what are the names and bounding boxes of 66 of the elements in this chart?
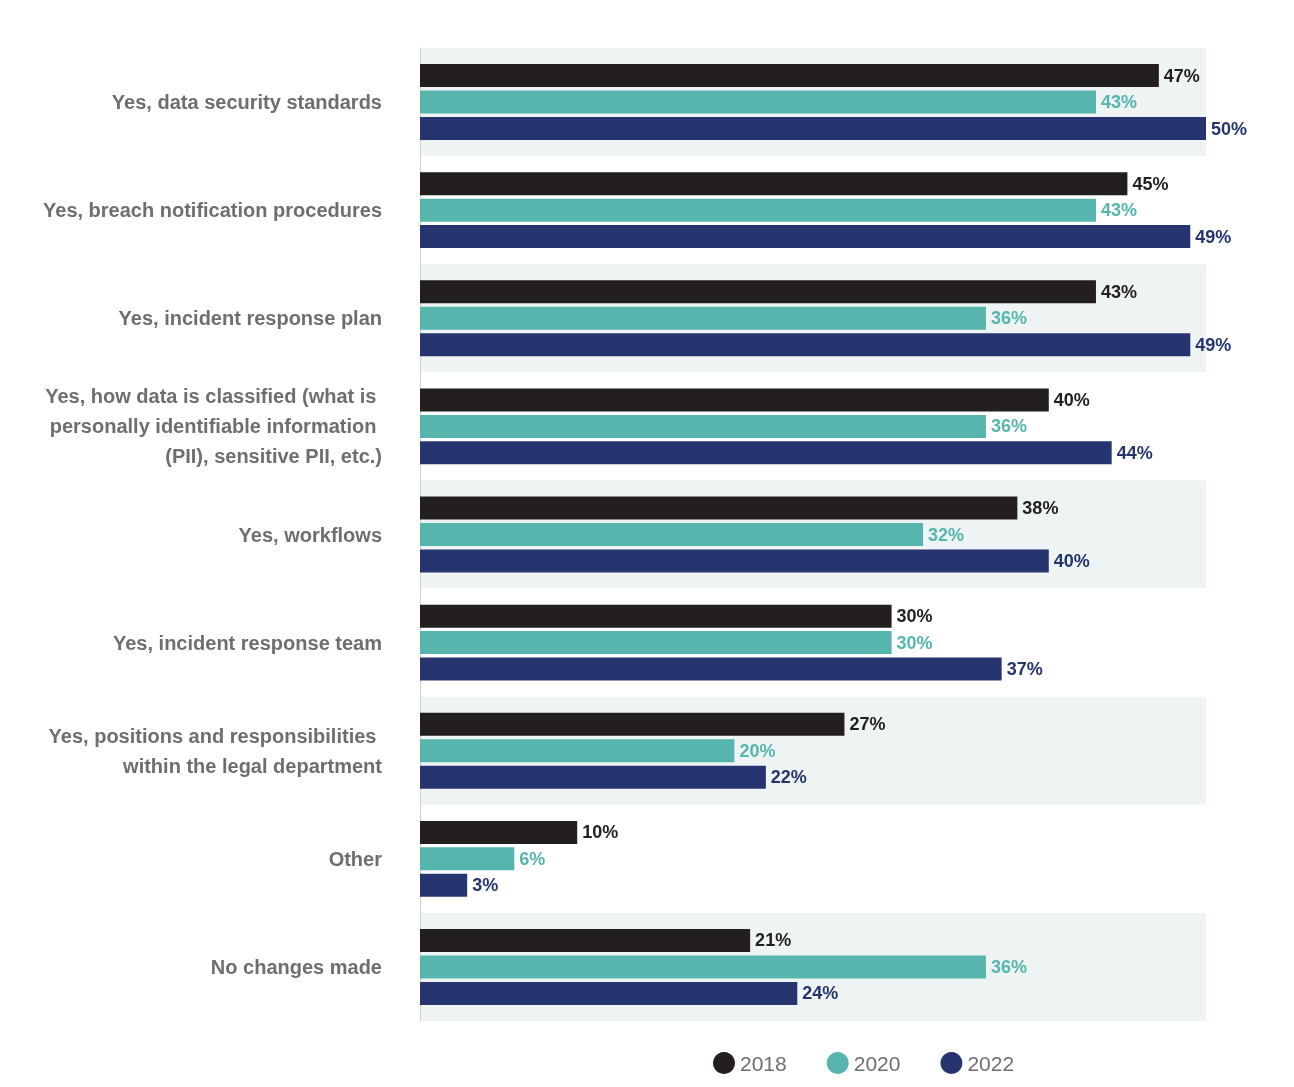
data-label: 36% [990, 956, 1027, 977]
bar [420, 631, 892, 655]
bar [420, 847, 515, 871]
data-label: 20% [739, 740, 776, 761]
bar [420, 955, 986, 979]
bar [420, 981, 798, 1005]
bar [420, 388, 1049, 412]
bar [420, 712, 845, 736]
data-label: 43% [1100, 281, 1137, 302]
bar [420, 765, 766, 789]
y-tick-label: Other [328, 847, 383, 870]
data-label: 30% [896, 632, 933, 653]
bar [420, 604, 892, 628]
data-label: 27% [849, 714, 886, 735]
data-label: 24% [802, 983, 839, 1004]
bar [420, 90, 1096, 114]
y-tick-label: Yes, how data is classified (what is personally identifiable information (PII), sensitive PII, etc.) [45, 385, 382, 468]
data-label: 40% [1053, 550, 1090, 571]
data-label: 49% [1195, 226, 1232, 247]
y-tick-label: Yes, workflows [238, 523, 382, 546]
bar [420, 225, 1191, 249]
legend-label: 2022 [967, 1051, 1015, 1075]
data-label: 21% [755, 930, 792, 951]
legend-label: 2018 [740, 1051, 787, 1075]
data-label: 49% [1195, 334, 1232, 355]
data-label: 3% [472, 875, 499, 896]
y-tick-label: Yes, data security standards [111, 91, 382, 114]
data-label: 47% [1163, 65, 1200, 86]
bar [420, 873, 468, 897]
bar [420, 739, 735, 763]
bar [420, 414, 986, 438]
legend-label: 2020 [853, 1051, 901, 1075]
data-label: 22% [770, 767, 807, 788]
bar [420, 280, 1096, 304]
data-label: 43% [1100, 200, 1137, 221]
bar [420, 172, 1128, 196]
data-label: 6% [519, 848, 546, 869]
data-label: 37% [1006, 659, 1043, 680]
y-tick-label: No changes made [210, 955, 382, 978]
bar [420, 549, 1049, 573]
data-label: 30% [896, 606, 933, 627]
y-tick-label: Yes, breach notification procedures [43, 199, 382, 222]
bar [420, 496, 1018, 520]
y-tick-label: Yes, incident response plan [118, 307, 382, 330]
data-label: 50% [1211, 118, 1248, 139]
data-label: 36% [990, 308, 1027, 329]
bar [420, 117, 1206, 141]
bar [420, 333, 1191, 357]
bar [420, 198, 1096, 222]
y-tick-label: Yes, positions and responsibilities within the legal department [48, 724, 383, 777]
y-tick-label: Yes, incident response team [113, 631, 382, 654]
data-label: 32% [928, 524, 965, 545]
data-label: 43% [1100, 92, 1137, 113]
bar [420, 928, 751, 952]
bar [420, 820, 578, 844]
data-label: 36% [990, 416, 1027, 437]
data-label: 38% [1022, 498, 1059, 519]
bar [420, 523, 924, 546]
bar [420, 441, 1112, 465]
data-label: 10% [582, 822, 619, 843]
data-label: 40% [1053, 389, 1090, 410]
data-label: 45% [1132, 173, 1169, 194]
data-label: 44% [1116, 442, 1153, 463]
bar [420, 306, 986, 330]
bar [420, 64, 1159, 88]
bar [420, 657, 1002, 681]
